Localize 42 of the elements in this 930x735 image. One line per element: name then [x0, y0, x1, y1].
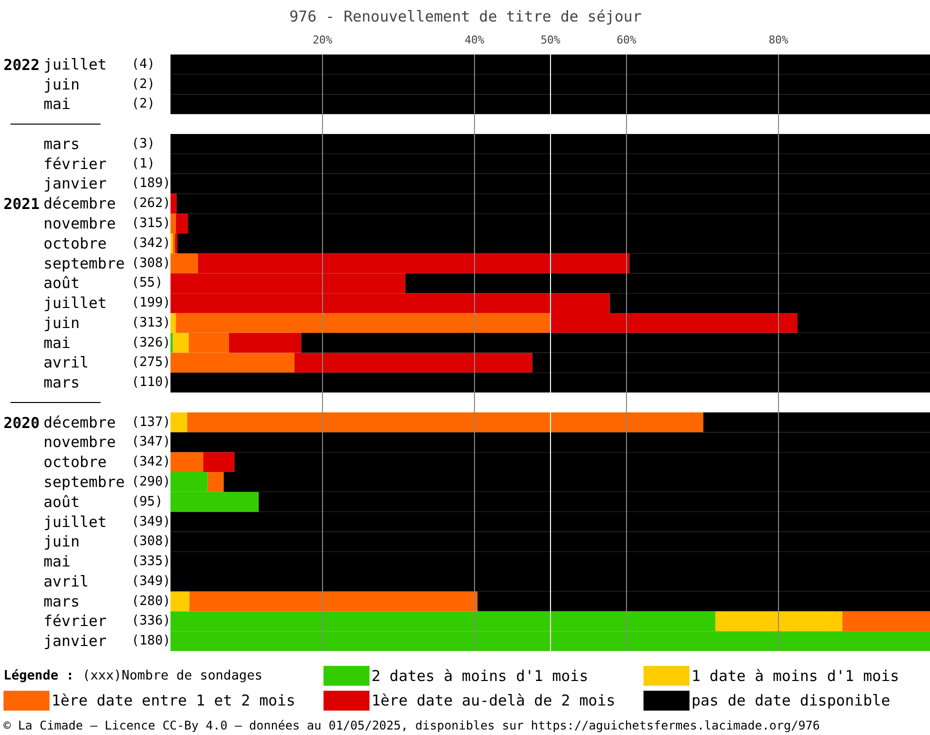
y-tick-label: 2020 décembre (137): [4, 413, 171, 432]
category-label: février (1): [44, 154, 155, 173]
category-label: juin (313): [44, 314, 171, 332]
legend-label: 1ère date entre 1 et 2 mois: [52, 692, 296, 710]
y-tick-label: novembre (347): [44, 433, 171, 452]
category-label: juin (2): [44, 75, 155, 94]
legend-label: pas de date disponible: [692, 692, 890, 710]
category-label: août (55): [44, 274, 163, 292]
x-tick-label: 50%: [540, 34, 561, 46]
y-tick-label: septembre (308): [44, 254, 171, 272]
category-label: avril (349): [44, 572, 171, 590]
category-label: avril (275): [44, 354, 171, 372]
y-tick-label: septembre (290): [44, 472, 171, 491]
text: (xxx)Nombre de sondages: [82, 668, 263, 684]
y-tick-label: 2021 décembre (262): [4, 194, 171, 214]
category-label: mai (2): [44, 95, 155, 114]
category-label: août (95): [44, 492, 163, 511]
category-label: 2022 juillet (4): [4, 55, 155, 74]
y-tick-label: novembre (315): [44, 214, 171, 233]
category-label: juillet (199): [44, 294, 171, 312]
category-label: mars (110): [44, 374, 171, 392]
category-label: juin (308): [44, 532, 171, 551]
text: © La Cimade – Licence CC-By 4.0 – données au 01/05/2025, disponibles sur https://aguichetsfermes.lacimade.org/976: [4, 718, 820, 733]
x-tick-label: 60%: [616, 34, 637, 46]
legend-label: 1ère date au-delà de 2 mois: [372, 692, 616, 710]
category-label: janvier (189): [44, 174, 171, 193]
category-label: octobre (342): [44, 234, 171, 252]
category-label: mars (280): [44, 592, 171, 610]
x-tick-label: 40%: [464, 34, 485, 46]
x-tick-label: 20%: [312, 34, 333, 46]
category-label: janvier (180): [44, 632, 171, 650]
category-label: mars (3): [44, 134, 155, 153]
chart-title: 976 - Renouvellement de titre de séjour: [289, 8, 642, 26]
legend-label: 2 dates à moins d'1 mois: [372, 666, 588, 685]
x-tick-label: 80%: [768, 34, 789, 46]
category-label: mai (335): [44, 552, 171, 571]
legend-title: Légende :: [4, 668, 74, 684]
category-label: février (336): [44, 612, 171, 630]
category-label: octobre (342): [44, 453, 171, 472]
legend-label: 1 date à moins d'1 mois: [692, 666, 900, 685]
category-label: juillet (349): [44, 512, 171, 531]
category-label: mai (326): [44, 334, 171, 352]
